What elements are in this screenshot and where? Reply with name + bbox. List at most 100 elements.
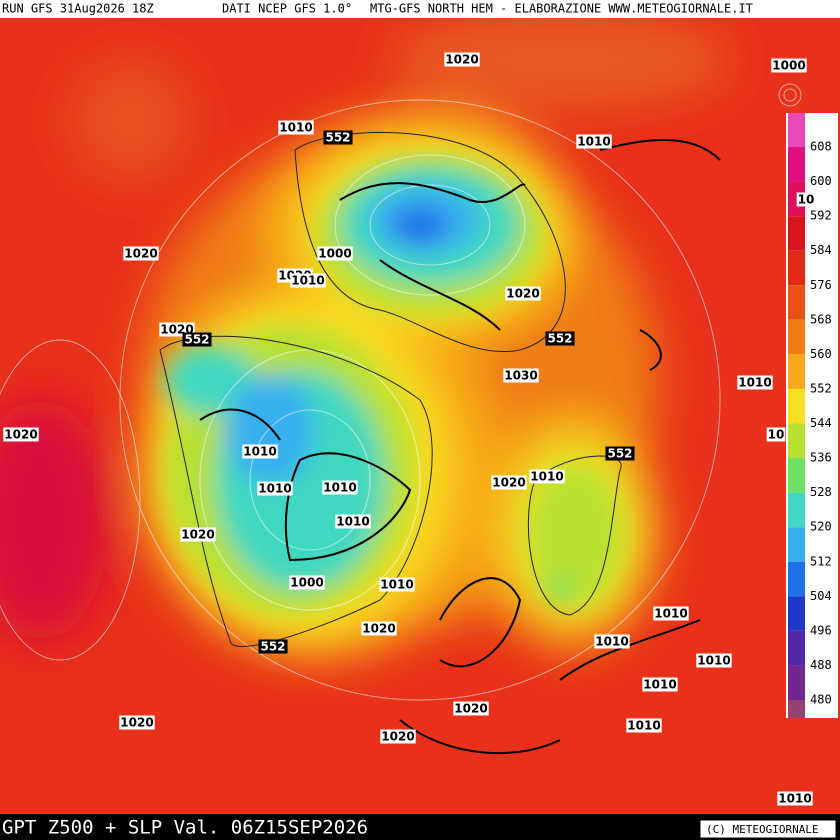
- slp-label: 10: [798, 193, 815, 207]
- colorbar-label: 488: [810, 658, 832, 672]
- colorbar-label: 536: [810, 451, 832, 465]
- slp-label: 1010: [336, 515, 369, 529]
- colorbar-cell: [788, 181, 805, 217]
- slp-label-bg: [453, 701, 489, 716]
- slp-label: 1020: [120, 716, 153, 730]
- z500-label: 552: [184, 333, 209, 347]
- slp-label: 1020: [492, 476, 525, 490]
- slp-label: 1010: [738, 376, 771, 390]
- slp-label-bg: [766, 427, 786, 442]
- slp-label-bg: [491, 475, 527, 490]
- colorbar-cell: [788, 700, 805, 718]
- slp-label: 1000: [318, 247, 351, 261]
- z500-label: 552: [260, 640, 285, 654]
- slp-label: 1020: [4, 428, 37, 442]
- slp-label-bg: [626, 718, 662, 733]
- slp-label-bg: [289, 575, 325, 590]
- colorbar-label: 608: [810, 140, 832, 154]
- slp-label: 1010: [577, 135, 610, 149]
- slp-label-bg: [361, 621, 397, 636]
- header-run: RUN GFS 31Aug2026 18Z: [2, 2, 154, 16]
- colorbar-label: 600: [810, 174, 832, 188]
- slp-label: 1010: [291, 274, 324, 288]
- slp-label: 1010: [243, 445, 276, 459]
- slp-label-bg: [317, 246, 353, 261]
- slp-label: 1010: [323, 481, 356, 495]
- slp-label-bg: [796, 192, 816, 207]
- slp-label: 1020: [454, 702, 487, 716]
- slp-label: 1020: [124, 247, 157, 261]
- colorbar-cell: [788, 285, 805, 320]
- slp-label: 1010: [530, 470, 563, 484]
- z500-label-bg: [605, 446, 635, 461]
- slp-label: 1010: [643, 678, 676, 692]
- slp-label-bg: [119, 715, 155, 730]
- colorbar-cell: [788, 216, 805, 251]
- colorbar-label: 576: [810, 278, 832, 292]
- field: [0, 18, 840, 814]
- slp-label-bg: [123, 246, 159, 261]
- colorbar-cell: [788, 319, 805, 355]
- slp-label-bg: [180, 527, 216, 542]
- z500-label-bg: [545, 331, 575, 346]
- slp-label-bg: [529, 469, 565, 484]
- colorbar-cell: [788, 354, 805, 389]
- colorbar-cell: [788, 492, 805, 528]
- colorbar-cell: [788, 458, 805, 493]
- slp-label-bg: [503, 368, 539, 383]
- colorbar-cell: [788, 388, 805, 424]
- colorbar-cell: [788, 527, 805, 562]
- slp-label: 1020: [506, 287, 539, 301]
- footer-title: GPT Z500 + SLP Val. 06Z15SEP2026: [2, 817, 368, 839]
- colorbar-cell: [788, 561, 805, 597]
- slp-label: 1010: [778, 792, 811, 806]
- colorbar-cell: [788, 113, 805, 147]
- slp-label: 1010: [258, 482, 291, 496]
- colorbar-label: 568: [810, 312, 832, 326]
- colorbar-label: 584: [810, 243, 832, 257]
- colorbar-label: 480: [810, 693, 832, 707]
- slp-label: 1000: [290, 576, 323, 590]
- map-labels: 1020100010101010101020100010201010102010…: [3, 52, 816, 806]
- slp-label-bg: [642, 677, 678, 692]
- colorbar-cell: [788, 147, 805, 182]
- slp-label: 1010: [697, 654, 730, 668]
- colorbar-label: 552: [810, 381, 832, 395]
- colorbar-label: 512: [810, 554, 832, 568]
- slp-label-bg: [379, 577, 415, 592]
- slp-label: 1020: [181, 528, 214, 542]
- slp-label: 1010: [595, 635, 628, 649]
- slp-label-bg: [505, 286, 541, 301]
- slp-label-bg: [653, 606, 689, 621]
- slp-label: 1020: [445, 53, 478, 67]
- z500-label: 552: [325, 131, 350, 145]
- slp-label-bg: [777, 791, 813, 806]
- slp-label-bg: [771, 58, 807, 73]
- slp-label-bg: [278, 120, 314, 135]
- slp-label: 1000: [772, 59, 805, 73]
- header-source: DATI NCEP GFS 1.0°: [222, 2, 352, 16]
- colorbar-cell: [788, 665, 805, 700]
- slp-label-bg: [290, 273, 326, 288]
- colorbar-label: 504: [810, 589, 832, 603]
- slp-label-bg: [444, 52, 480, 67]
- slp-label: 1030: [504, 369, 537, 383]
- slp-label: 1010: [380, 578, 413, 592]
- copyright: (C) METEOGIORNALE: [706, 823, 819, 836]
- slp-label-bg: [257, 481, 293, 496]
- slp-label-bg: [594, 634, 630, 649]
- slp-label-bg: [3, 427, 39, 442]
- slp-label: 1010: [279, 121, 312, 135]
- slp-label-bg: [696, 653, 732, 668]
- copyright-box: [699, 819, 837, 839]
- colorbar-label: 592: [810, 209, 832, 223]
- slp-label: 10: [768, 428, 785, 442]
- colorbar-label: 520: [810, 520, 832, 534]
- colorbar-cell: [788, 423, 805, 459]
- colorbar-label: 544: [810, 416, 832, 430]
- z500-label: 552: [547, 332, 572, 346]
- colorbar-cell: [788, 630, 805, 666]
- slp-label: 1010: [627, 719, 660, 733]
